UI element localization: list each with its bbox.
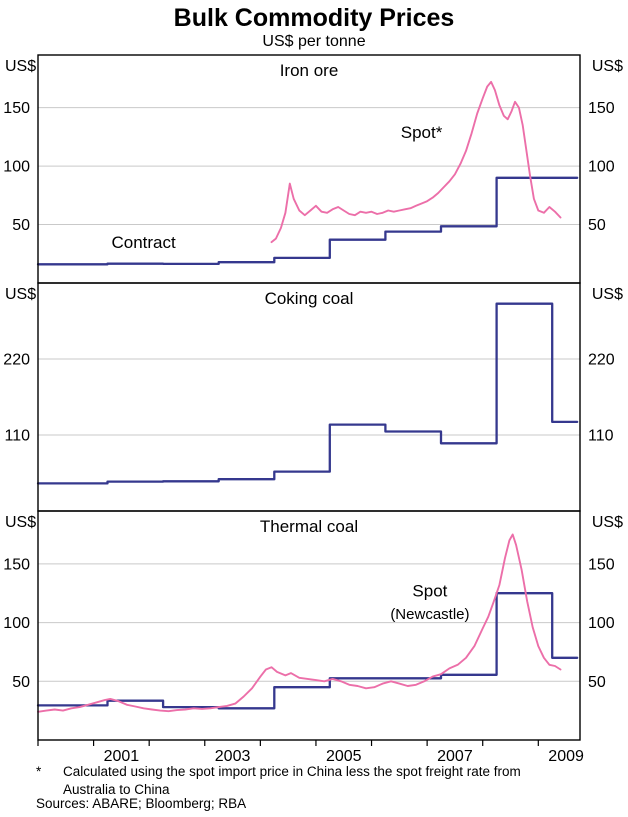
footnote-text: Calculated using the spot import price i… — [63, 764, 521, 797]
x-tick-label: 2003 — [215, 748, 251, 765]
y-tick-label-right: 100 — [588, 615, 615, 632]
series-label--newcastle-: (Newcastle) — [390, 606, 469, 623]
series-label-spot: Spot — [412, 582, 447, 601]
y-tick-label-right: 220 — [588, 352, 615, 369]
series-line-contract — [36, 592, 579, 710]
footnote-marker: * — [36, 764, 42, 779]
x-tick-label: 2005 — [326, 748, 362, 765]
panel-title: Thermal coal — [260, 517, 358, 536]
panel-frame — [37, 510, 581, 741]
panel-title: Coking coal — [265, 289, 354, 308]
sources-text: Sources: ABARE; Bloomberg; RBA — [36, 796, 247, 811]
x-tick-label: 2001 — [104, 748, 140, 765]
y-tick-label-left: 50 — [12, 674, 30, 691]
y-tick-label-right: 50 — [588, 674, 606, 691]
chart-subtitle: US$ per tonne — [262, 33, 366, 50]
y-tick-label-left: 220 — [3, 352, 30, 369]
unit-label-left: US$ — [5, 514, 36, 531]
x-tick-label: 2007 — [437, 748, 473, 765]
series-line-contract — [36, 302, 579, 485]
y-tick-label-left: 100 — [3, 615, 30, 632]
y-tick-label-right: 100 — [588, 159, 615, 176]
y-tick-label-right: 50 — [588, 217, 606, 234]
series-line-spot- — [270, 80, 562, 244]
panel-iron-ore: 50 50 100 100 150 150 US$ US$ Iron ore Spot* Contr… — [3, 54, 623, 284]
unit-label-right: US$ — [592, 58, 623, 75]
y-tick-label-right: 150 — [588, 556, 615, 573]
series-label-spot-: Spot* — [401, 123, 443, 142]
unit-label-right: US$ — [592, 286, 623, 303]
series-label-contract: Contract — [111, 233, 176, 252]
panel-title: Iron ore — [280, 61, 339, 80]
y-tick-label-right: 110 — [588, 428, 614, 445]
y-tick-label-right: 150 — [588, 100, 615, 117]
series-line-contract — [36, 176, 579, 266]
panel-coking-coal: 110 110 220 220 US$ US$ Coking coal — [3, 282, 623, 512]
series-line-spot-newcastle- — [37, 533, 562, 713]
unit-label-left: US$ — [5, 286, 36, 303]
unit-label-left: US$ — [5, 58, 36, 75]
y-tick-label-left: 110 — [4, 428, 30, 445]
y-tick-label-left: 150 — [3, 100, 30, 117]
x-tick-label: 2009 — [548, 748, 584, 765]
y-tick-label-left: 150 — [3, 556, 30, 573]
y-tick-label-left: 50 — [12, 217, 30, 234]
y-tick-label-left: 100 — [3, 159, 30, 176]
chart-title: Bulk Commodity Prices — [173, 4, 455, 32]
footnote: * Calculated using the spot import price… — [36, 763, 596, 798]
panel-frame — [37, 282, 581, 512]
x-axis: 2001 2003 2005 2007 2009 — [37, 740, 584, 765]
panel-thermal-coal: 50 50 100 100 150 150 US$ US$ Thermal coal Spot (N… — [3, 510, 623, 741]
unit-label-right: US$ — [592, 514, 623, 531]
